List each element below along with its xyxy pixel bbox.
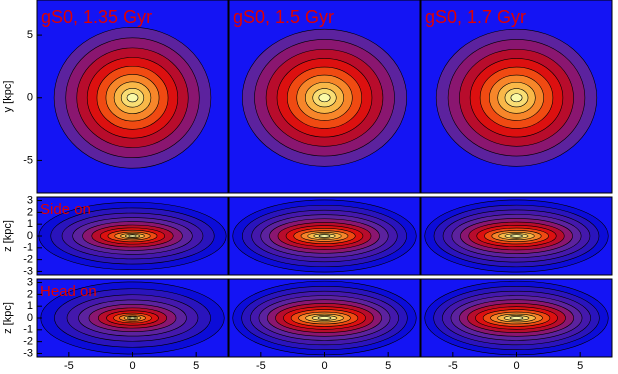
y-tick-label: 1 [27,300,33,312]
contour [317,316,332,320]
frame [420,196,613,276]
y-tick-label: 2 [27,206,33,218]
x-tick-label: -5 [448,360,458,372]
panel-title: gS0, 1.7 Gyr [425,7,526,27]
contour [129,316,136,320]
y-tick-label: 3 [27,276,33,288]
contour [128,234,137,238]
panel-title: gS0, 1.5 Gyr [233,7,334,27]
frame [228,196,421,276]
x-tick-label: 5 [193,360,199,372]
panel [229,197,420,275]
panel-title: gS0, 1.35 Gyr [41,7,152,27]
y-axis-label: y [kpc] [2,81,14,113]
y-tick-label: 0 [27,92,33,104]
x-tick-label: 5 [385,360,391,372]
frame [36,0,229,194]
panel [421,279,612,357]
y-tick-label: 1 [27,218,33,230]
contour [318,234,331,238]
y-tick-label: 3 [27,194,33,206]
panel [37,0,228,193]
x-tick-label: 5 [577,360,583,372]
y-tick-label: -2 [23,336,33,348]
panel [229,279,420,357]
y-axis-label: z [kpc] [2,302,14,334]
y-tick-label: 5 [27,29,33,41]
y-tick-label: -3 [23,347,33,359]
contour [510,234,523,238]
panel [37,197,228,275]
panel [229,0,420,193]
panel [421,0,612,193]
y-tick-label: -1 [23,242,33,254]
x-tick-label: 0 [321,360,327,372]
y-tick-label: -1 [23,324,33,336]
contour [509,316,524,320]
x-tick-label: -5 [256,360,266,372]
y-tick-label: 0 [27,230,33,242]
y-tick-label: 0 [27,312,33,324]
panel [37,279,228,357]
x-tick-label: -5 [64,360,74,372]
panel-annotation: Head on [40,283,97,300]
frame [420,0,613,194]
y-tick-label: -2 [23,254,33,266]
y-tick-label: 2 [27,288,33,300]
contour [126,93,139,103]
frame [228,0,421,194]
y-tick-label: -5 [23,154,33,166]
y-tick-label: -3 [23,265,33,277]
panel [421,197,612,275]
contour [318,93,331,103]
x-tick-label: 0 [129,360,135,372]
x-tick-label: 0 [513,360,519,372]
y-axis-label: z [kpc] [2,220,14,252]
contour [510,93,523,103]
panel-annotation: Side on [40,201,91,218]
